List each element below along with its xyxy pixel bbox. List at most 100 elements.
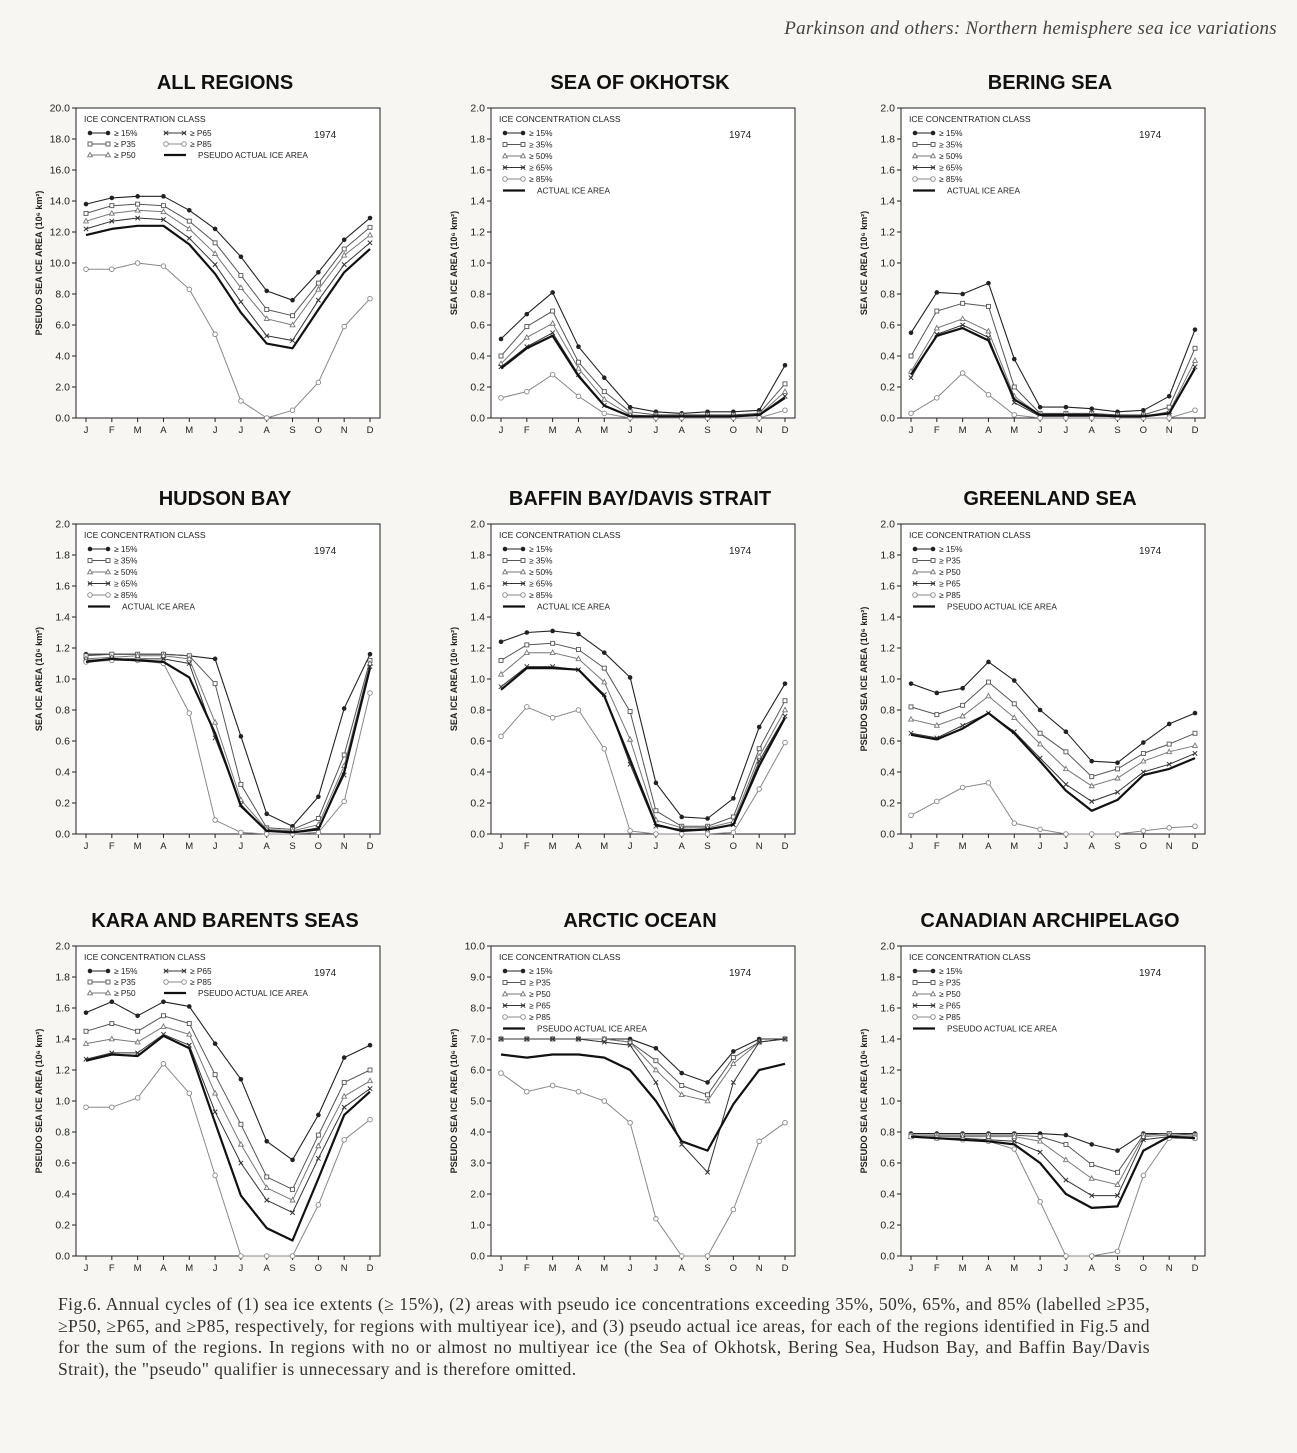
x-tick-label: A <box>264 425 271 436</box>
x-tick-label: N <box>756 841 763 852</box>
data-point <box>601 678 608 685</box>
data-point <box>1192 364 1198 370</box>
x-tick-label: J <box>654 1263 659 1274</box>
chart-title: CANADIAN ARCHIPELAGO <box>920 910 1180 932</box>
data-point <box>109 1021 115 1026</box>
x-tick-label: D <box>367 1263 374 1274</box>
x-tick-label: M <box>600 425 608 436</box>
series-line <box>500 310 786 416</box>
legend-marker <box>87 141 93 147</box>
legend-marker <box>163 979 169 985</box>
data-point <box>1192 750 1198 756</box>
data-point <box>238 272 244 278</box>
legend-marker <box>520 558 526 563</box>
legend-label: ≥ 50% <box>529 151 553 161</box>
x-tick-label: S <box>289 1263 295 1274</box>
chart-panel-greenland-sea: GREENLAND SEA 0.0 0.2 0.4 0.6 0.8 1.0 1.2 1.4 1.… <box>855 488 1245 878</box>
legend-marker <box>87 968 93 974</box>
legend-title: ICE CONCENTRATION CLASS <box>909 952 1031 962</box>
data-point <box>109 266 115 272</box>
data-point <box>497 360 505 366</box>
legend-marker <box>912 592 918 598</box>
series-5 <box>85 224 371 350</box>
data-point <box>1192 710 1198 716</box>
legend-marker <box>181 141 187 147</box>
x-tick-label: A <box>160 1263 167 1274</box>
data-point <box>82 217 90 224</box>
data-point <box>756 746 762 752</box>
x-tick-label: D <box>782 1263 789 1274</box>
y-tick-label: 0.8 <box>880 1127 895 1139</box>
y-axis-label: PSEUDO SEA ICE AREA (10⁶ km²) <box>859 1029 869 1174</box>
data-point <box>186 660 192 667</box>
legend-label: ≥ P35 <box>939 556 961 566</box>
data-point <box>575 655 582 662</box>
legend-marker <box>502 142 508 147</box>
legend-label: ≥ 50% <box>939 151 963 161</box>
legend-marker <box>87 558 93 563</box>
data-point <box>498 336 504 342</box>
y-tick-label: 0.2 <box>55 1220 70 1232</box>
data-point <box>576 344 581 349</box>
series-3 <box>83 1031 373 1216</box>
y-tick-label: 7.0 <box>470 1034 485 1046</box>
x-tick-label: J <box>213 1263 218 1274</box>
y-tick-label: 8.0 <box>470 1003 485 1015</box>
x-tick-label: N <box>341 425 348 436</box>
legend-marker <box>87 580 93 587</box>
data-point <box>83 1010 89 1015</box>
x-tick-label: N <box>1166 841 1173 852</box>
x-tick-label: S <box>704 841 710 852</box>
data-point <box>653 831 659 837</box>
data-point <box>549 649 556 655</box>
x-tick-label: A <box>1089 841 1096 852</box>
x-tick-label: N <box>1166 425 1173 436</box>
data-point <box>263 415 270 421</box>
legend-marker <box>502 558 508 563</box>
legend-label: ≥ 50% <box>529 567 553 577</box>
data-point <box>186 286 193 293</box>
series-line <box>85 1034 371 1242</box>
x-tick-label: S <box>1114 841 1120 852</box>
x-tick-label: J <box>909 425 914 436</box>
data-point <box>1166 825 1172 831</box>
chart-svg: 0.0 0.2 0.4 0.6 0.8 1.0 1.2 1.4 1.6 1.8 2.0 J F M A M J J… <box>449 103 796 436</box>
series-4 <box>908 780 1198 837</box>
data-point <box>679 814 685 820</box>
data-point <box>263 831 270 837</box>
data-point <box>705 1092 710 1098</box>
y-tick-label: 0.2 <box>880 798 895 810</box>
data-point <box>1140 769 1146 775</box>
data-point <box>237 1140 245 1147</box>
chart-title: ARCTIC OCEAN <box>563 910 717 932</box>
data-point <box>1063 749 1069 755</box>
data-point <box>524 630 530 635</box>
data-point <box>341 246 347 252</box>
data-point <box>315 1202 322 1208</box>
x-tick-label: J <box>1038 841 1043 852</box>
x-tick-label: J <box>213 425 218 436</box>
data-point <box>160 652 167 658</box>
chart-title: KARA AND BARENTS SEAS <box>91 910 359 932</box>
y-tick-label: 2.0 <box>55 941 70 953</box>
data-point <box>289 337 296 344</box>
legend-marker <box>86 989 94 996</box>
x-tick-label: J <box>1064 841 1069 852</box>
data-point <box>653 1079 659 1085</box>
data-point <box>730 1055 736 1061</box>
data-point <box>1063 781 1069 787</box>
x-tick-label: M <box>600 841 608 852</box>
y-tick-label: 1.2 <box>880 1065 895 1077</box>
y-tick-label: 0.0 <box>470 1251 485 1263</box>
data-point <box>601 665 607 671</box>
data-point <box>238 829 244 836</box>
legend-marker <box>912 1002 918 1009</box>
y-tick-label: 10.0 <box>50 258 71 270</box>
data-point <box>186 235 192 241</box>
legend-marker <box>930 546 936 552</box>
x-tick-label: J <box>654 841 659 852</box>
data-point <box>367 664 373 670</box>
data-point <box>238 781 244 787</box>
legend-marker <box>501 152 509 159</box>
data-point <box>705 816 710 821</box>
